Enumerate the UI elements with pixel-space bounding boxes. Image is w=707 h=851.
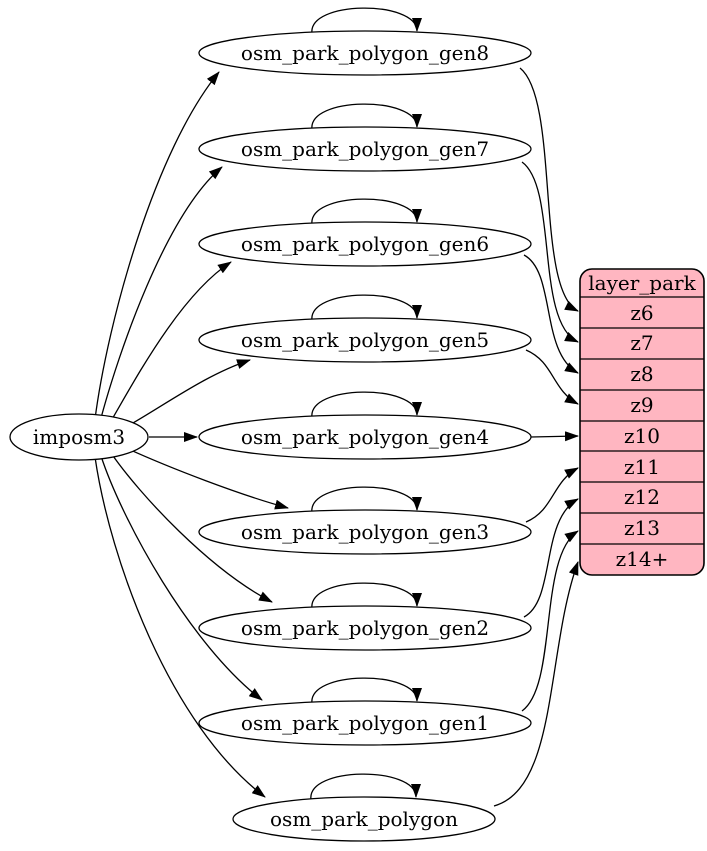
node-shape bbox=[198, 221, 532, 267]
table-border bbox=[579, 268, 705, 576]
table-row-z7: z7 bbox=[630, 331, 653, 355]
edge-gen3-to-z11 bbox=[525, 467, 579, 523]
edge-osm-park-polygon-to-z14plus bbox=[493, 561, 579, 807]
self-loop-gen6 bbox=[311, 198, 422, 226]
table-row-z14plus: z14+ bbox=[616, 547, 669, 571]
table-row-z8: z8 bbox=[630, 362, 653, 386]
node-osm-park-polygon-gen2: osm_park_polygon_gen2 bbox=[198, 605, 532, 651]
table-row-z13: z13 bbox=[624, 516, 660, 540]
self-loop-edges bbox=[310, 7, 422, 801]
node-shape bbox=[198, 605, 532, 651]
node-label: osm_park_polygon_gen6 bbox=[241, 232, 489, 256]
edge-imposm3-to-gen6 bbox=[110, 261, 232, 422]
node-shape bbox=[198, 317, 532, 363]
edge-imposm3-to-gen2 bbox=[110, 452, 273, 603]
self-loop-gen8 bbox=[311, 7, 422, 35]
table-row-z9: z9 bbox=[630, 393, 653, 417]
node-osm-park-polygon-gen6: osm_park_polygon_gen6 bbox=[198, 221, 532, 267]
node-label: osm_park_polygon_gen8 bbox=[241, 41, 489, 65]
node-label: osm_park_polygon bbox=[270, 807, 458, 831]
node-shape bbox=[198, 126, 532, 172]
node-osm-park-polygon-gen1: osm_park_polygon_gen1 bbox=[198, 700, 532, 746]
edge-imposm3-to-gen7 bbox=[100, 166, 223, 419]
node-osm-park-polygon-gen4: osm_park_polygon_gen4 bbox=[198, 414, 532, 460]
node-osm-park-polygon-gen7: osm_park_polygon_gen7 bbox=[198, 126, 532, 172]
self-loop-gen7 bbox=[311, 103, 422, 131]
table-row-z12: z12 bbox=[624, 485, 660, 509]
edge-gen5-to-z9 bbox=[525, 349, 579, 405]
node-osm-park-polygon-gen3: osm_park_polygon_gen3 bbox=[198, 509, 532, 555]
node-shape bbox=[198, 509, 532, 555]
table-title: layer_park bbox=[588, 271, 696, 295]
self-loop-gen1 bbox=[311, 677, 422, 705]
table-layer-park: layer_park z6 z7 z8 z9 z10 z11 z12 z13 z… bbox=[579, 268, 705, 576]
edge-imposm3-to-gen5 bbox=[125, 359, 251, 428]
table-row-z11: z11 bbox=[624, 455, 660, 479]
node-label: osm_park_polygon_gen7 bbox=[241, 137, 489, 161]
node-label: osm_park_polygon_gen2 bbox=[241, 616, 489, 640]
edge-gen2-to-z12 bbox=[523, 498, 579, 618]
edge-imposm3-to-gen8 bbox=[94, 71, 220, 420]
edges-to-layer-table bbox=[493, 67, 579, 807]
edge-gen1-to-z13 bbox=[521, 530, 579, 712]
self-loop-gen3 bbox=[311, 486, 422, 514]
edge-gen8-to-z6 bbox=[519, 67, 579, 312]
table-row-z10: z10 bbox=[624, 424, 660, 448]
edge-gen7-to-z7 bbox=[521, 161, 579, 343]
node-shape bbox=[198, 30, 532, 76]
node-osm-park-polygon-gen8: osm_park_polygon_gen8 bbox=[198, 30, 532, 76]
node-shape bbox=[232, 796, 496, 842]
table-row-z6: z6 bbox=[630, 301, 653, 325]
self-loop-osm-park-polygon bbox=[310, 773, 421, 801]
self-loop-gen5 bbox=[311, 294, 422, 322]
node-imposm3-shape bbox=[9, 413, 149, 461]
node-shape bbox=[198, 700, 532, 746]
edge-gen4-to-z10 bbox=[530, 431, 579, 442]
node-label: osm_park_polygon_gen1 bbox=[241, 711, 489, 735]
self-loop-gen2 bbox=[311, 582, 422, 610]
node-osm-park-polygon-gen5: osm_park_polygon_gen5 bbox=[198, 317, 532, 363]
edges-from-source bbox=[94, 71, 289, 798]
node-label: osm_park_polygon_gen5 bbox=[241, 328, 489, 352]
edge-imposm3-to-gen3 bbox=[125, 447, 289, 510]
edge-gen6-to-z8 bbox=[523, 254, 579, 374]
edge-imposm3-to-gen1 bbox=[100, 455, 263, 701]
edge-imposm3-to-osm-park-polygon bbox=[94, 456, 266, 798]
node-imposm3: imposm3 bbox=[9, 413, 149, 461]
node-osm-park-polygon: osm_park_polygon bbox=[232, 796, 496, 842]
node-shape bbox=[198, 414, 532, 460]
node-label: imposm3 bbox=[33, 425, 125, 449]
node-label: osm_park_polygon_gen4 bbox=[241, 425, 489, 449]
self-loop-gen4 bbox=[311, 391, 422, 419]
node-label: osm_park_polygon_gen3 bbox=[241, 520, 489, 544]
